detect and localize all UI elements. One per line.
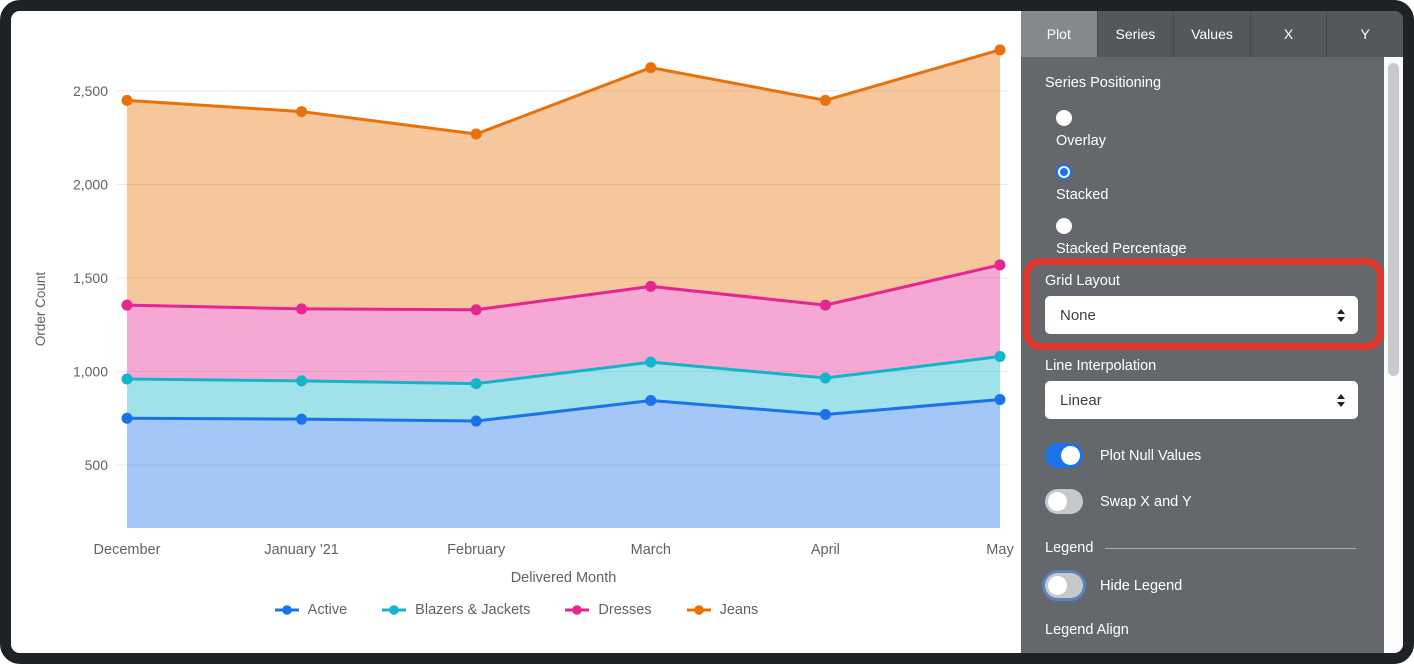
legend-label: Dresses — [598, 602, 652, 618]
svg-text:2,000: 2,000 — [73, 177, 108, 193]
tab-series[interactable]: Series — [1096, 11, 1174, 57]
plot-null-values-label: Plot Null Values — [1100, 447, 1202, 464]
radio-option-stacked[interactable]: Stacked — [1056, 164, 1356, 205]
legend-marker-icon — [274, 605, 299, 615]
line-interpolation-label: Line Interpolation — [1045, 358, 1157, 374]
grid-layout-label: Grid Layout — [1045, 273, 1120, 289]
hide-legend-row: Hide Legend — [1045, 573, 1356, 598]
svg-text:Order Count: Order Count — [33, 272, 48, 347]
svg-text:January '21: January '21 — [264, 542, 339, 558]
svg-text:500: 500 — [85, 457, 109, 473]
plot-null-values-toggle[interactable] — [1045, 443, 1083, 468]
legend-section-header: Legend — [1045, 540, 1356, 556]
swap-x-y-label: Swap X and Y — [1100, 493, 1192, 510]
panel-scrollbar-track[interactable] — [1384, 57, 1403, 653]
panel-tab-bar: Plot Series Values X Y — [1021, 11, 1403, 57]
radio-overlay-label: Overlay — [1056, 133, 1106, 149]
tab-y[interactable]: Y — [1326, 11, 1403, 57]
tab-x[interactable]: X — [1249, 11, 1327, 57]
legend-item-blazers-jackets[interactable]: Blazers & Jackets — [381, 602, 530, 618]
svg-text:March: March — [631, 542, 671, 558]
panel-scrollbar-thumb[interactable] — [1388, 63, 1399, 376]
swap-x-y-row: Swap X and Y — [1045, 489, 1356, 514]
svg-text:February: February — [447, 542, 506, 558]
grid-layout-select[interactable]: None — [1045, 296, 1358, 334]
radio-stacked-label: Stacked — [1056, 187, 1109, 203]
radio-option-overlay[interactable]: Overlay — [1056, 110, 1356, 151]
legend-marker-icon — [565, 605, 590, 615]
radio-stacked[interactable] — [1056, 164, 1072, 180]
tab-values[interactable]: Values — [1173, 11, 1250, 57]
legend-item-jeans[interactable]: Jeans — [686, 602, 759, 618]
section-divider — [1105, 547, 1356, 549]
hide-legend-label: Hide Legend — [1100, 577, 1183, 594]
svg-text:1,000: 1,000 — [73, 364, 108, 380]
stacked-area-chart: 500 1,000 1,500 2,000 2,500 Order Count Decemb… — [33, 44, 1014, 586]
legend-item-active[interactable]: Active — [274, 602, 348, 618]
legend-marker-icon — [382, 605, 407, 615]
updown-arrows-icon — [1337, 393, 1345, 407]
legend-item-dresses[interactable]: Dresses — [564, 602, 652, 618]
radio-stacked-percentage-label: Stacked Percentage — [1056, 241, 1187, 257]
chart-region: 500 1,000 1,500 2,000 2,500 Order Count Decemb… — [11, 11, 1021, 653]
grid-layout-value: None — [1060, 306, 1096, 324]
radio-stacked-percentage[interactable] — [1056, 218, 1072, 234]
legend-label: Active — [307, 602, 348, 618]
legend-label: Jeans — [719, 602, 759, 618]
line-interpolation-select[interactable]: Linear — [1045, 381, 1358, 419]
svg-text:April: April — [811, 542, 840, 558]
legend-marker-icon — [686, 605, 711, 615]
updown-arrows-icon — [1337, 308, 1345, 322]
radio-overlay[interactable] — [1056, 110, 1072, 126]
svg-text:Delivered Month: Delivered Month — [511, 570, 617, 586]
radio-option-stacked-percentage[interactable]: Stacked Percentage — [1056, 218, 1356, 259]
svg-text:2,500: 2,500 — [73, 83, 108, 99]
legend-label: Blazers & Jackets — [415, 602, 531, 618]
plot-null-values-row: Plot Null Values — [1045, 443, 1356, 468]
legend-section-label: Legend — [1045, 540, 1094, 556]
legend-align-label: Legend Align — [1045, 622, 1129, 638]
svg-text:1,500: 1,500 — [73, 270, 108, 286]
line-interpolation-value: Linear — [1060, 391, 1102, 409]
tab-plot[interactable]: Plot — [1021, 11, 1097, 57]
viz-settings-panel: Plot Series Values X Y Series Positionin… — [1021, 11, 1403, 653]
hide-legend-toggle[interactable] — [1045, 573, 1083, 598]
svg-text:May: May — [986, 542, 1014, 558]
swap-x-y-toggle[interactable] — [1045, 489, 1083, 514]
series-positioning-group: Overlay Stacked Stacked Percentage — [1045, 110, 1356, 259]
svg-text:December: December — [94, 542, 161, 558]
series-positioning-label: Series Positioning — [1045, 75, 1162, 91]
chart-legend: Active Blazers & Jackets Dresses Jeans — [11, 602, 1021, 618]
